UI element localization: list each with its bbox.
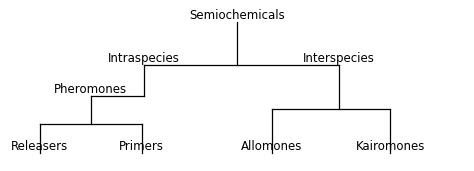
Text: ation of types of chemical signals which used to communicate between organi...: ation of types of chemical signals which… — [5, 169, 344, 171]
Text: Primers: Primers — [119, 140, 164, 153]
Text: Intraspecies: Intraspecies — [108, 52, 180, 65]
Text: Releasers: Releasers — [11, 140, 68, 153]
Text: Allomones: Allomones — [241, 140, 302, 153]
Text: Semiochemicals: Semiochemicals — [189, 9, 285, 22]
Text: Kairomones: Kairomones — [356, 140, 425, 153]
Text: Pheromones: Pheromones — [54, 83, 127, 96]
Text: Interspecies: Interspecies — [303, 52, 375, 65]
